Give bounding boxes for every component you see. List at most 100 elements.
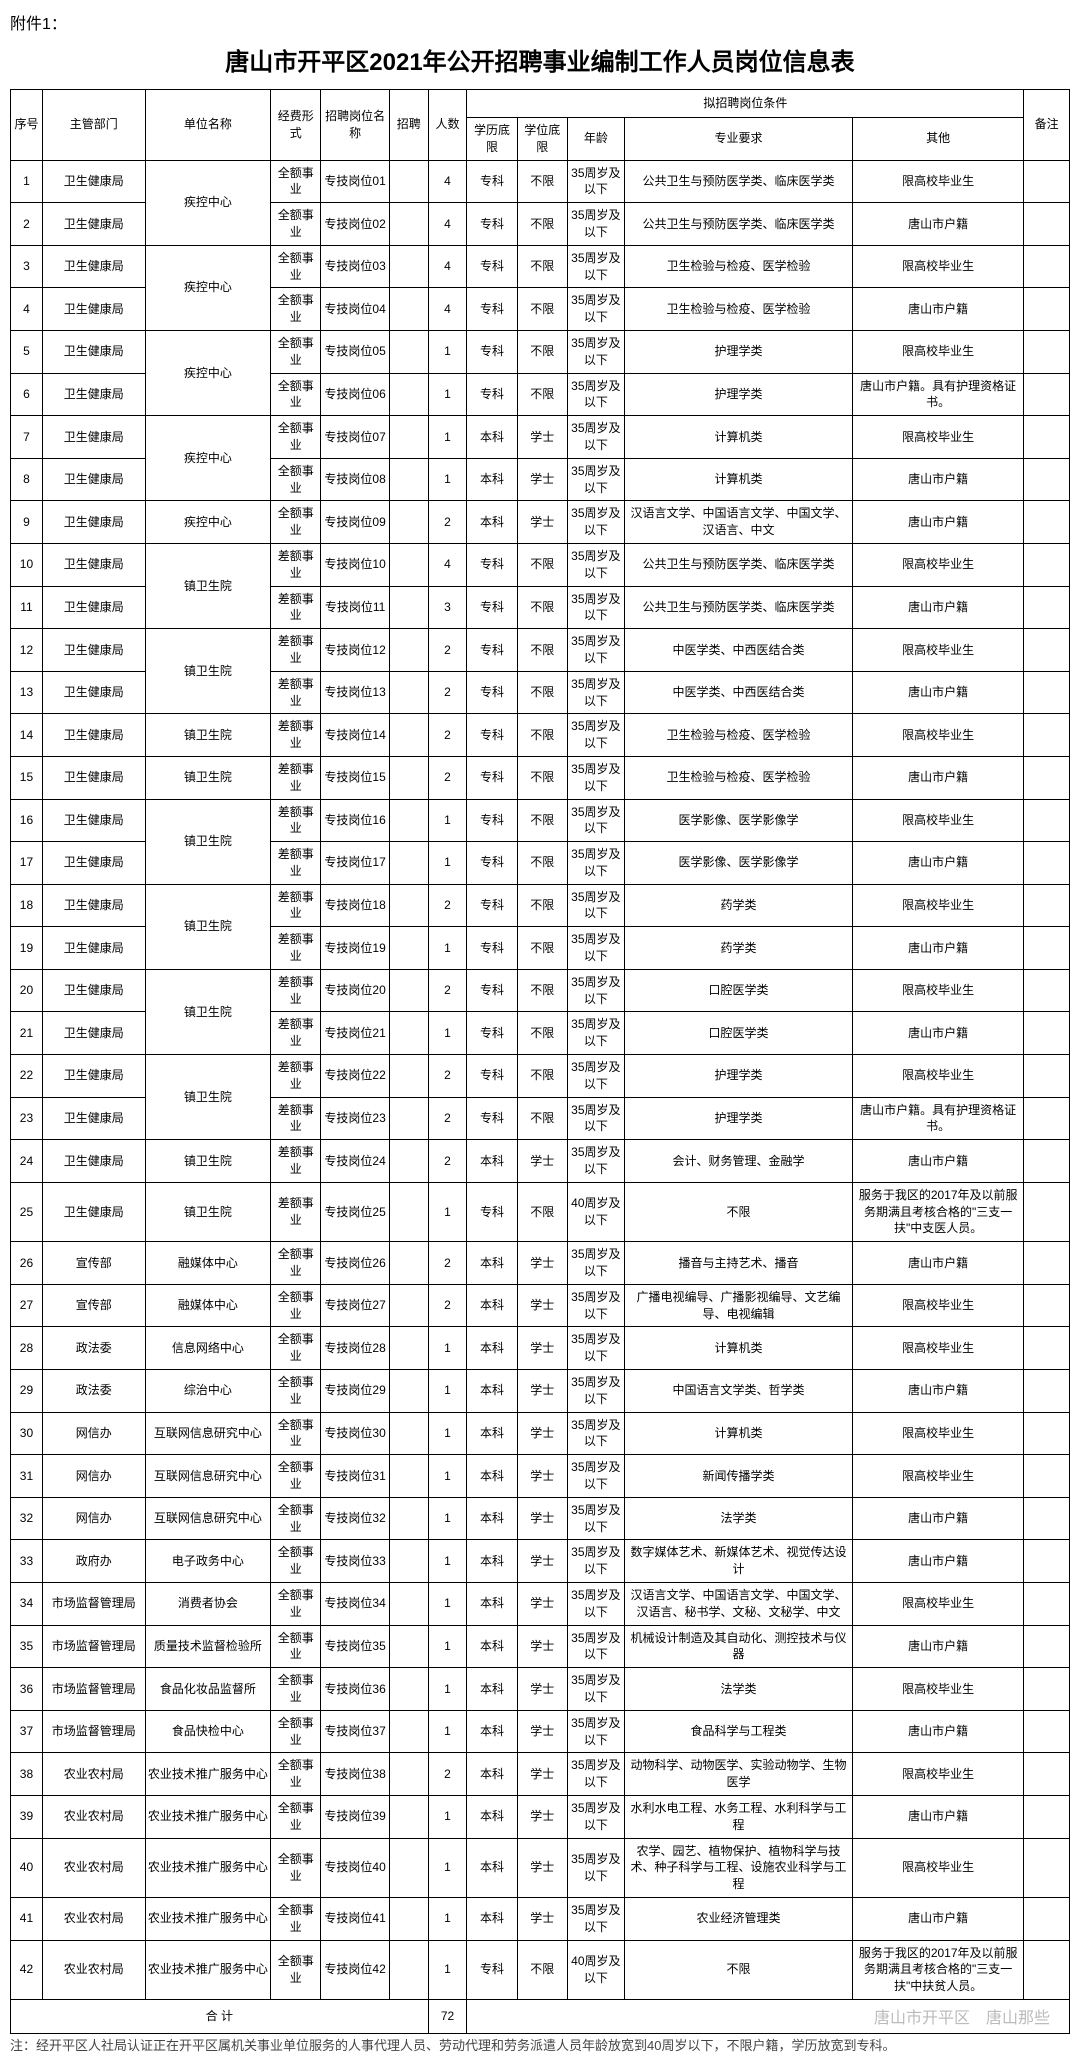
- cell-note: [1024, 245, 1070, 288]
- cell-other: 唐山市户籍: [853, 1625, 1024, 1668]
- cell-edu: 专科: [467, 927, 517, 970]
- cell-note: [1024, 799, 1070, 842]
- cell-note: [1024, 416, 1070, 459]
- cell-unit: 疾控中心: [145, 501, 271, 544]
- cell-seq: 13: [11, 671, 43, 714]
- cell-other: 唐山市户籍。具有护理资格证书。: [853, 1097, 1024, 1140]
- cell-seq: 17: [11, 842, 43, 885]
- cell-pos: 专技岗位35: [321, 1625, 389, 1668]
- cell-recruit: [389, 969, 428, 1012]
- cell-degree: 不限: [517, 671, 567, 714]
- cell-other: 唐山市户籍: [853, 756, 1024, 799]
- cell-major: 不限: [624, 1182, 852, 1241]
- cell-pos: 专技岗位31: [321, 1455, 389, 1498]
- cell-pos: 专技岗位08: [321, 458, 389, 501]
- main-title: 唐山市开平区2021年公开招聘事业编制工作人员岗位信息表: [10, 42, 1070, 77]
- cell-other: 限高校毕业生: [853, 1668, 1024, 1711]
- cell-dept: 政府办: [42, 1540, 145, 1583]
- cell-major: 农学、园艺、植物保护、植物科学与技术、种子科学与工程、设施农业科学与工程: [624, 1838, 852, 1897]
- cell-pos: 专技岗位01: [321, 160, 389, 203]
- cell-degree: 不限: [517, 756, 567, 799]
- cell-count: 1: [428, 1455, 467, 1498]
- cell-major: 口腔医学类: [624, 1012, 852, 1055]
- cell-recruit: [389, 1540, 428, 1583]
- cell-note: [1024, 1940, 1070, 1999]
- cell-pos: 专技岗位06: [321, 373, 389, 416]
- cell-seq: 24: [11, 1140, 43, 1183]
- cell-fund: 全额事业: [271, 160, 321, 203]
- table-row: 18卫生健康局镇卫生院差额事业专技岗位182专科不限35周岁及以下药学类限高校毕…: [11, 884, 1070, 927]
- cell-unit: 质量技术监督检验所: [145, 1625, 271, 1668]
- cell-other: 限高校毕业生: [853, 1055, 1024, 1098]
- cell-seq: 16: [11, 799, 43, 842]
- cell-major: 公共卫生与预防医学类、临床医学类: [624, 160, 852, 203]
- cell-other: 唐山市户籍: [853, 842, 1024, 885]
- cell-fund: 全额事业: [271, 1710, 321, 1753]
- cell-seq: 36: [11, 1668, 43, 1711]
- cell-age: 35周岁及以下: [567, 586, 624, 629]
- th-count: 人数: [428, 90, 467, 161]
- cell-major: 医学影像、医学影像学: [624, 799, 852, 842]
- cell-count: 2: [428, 1055, 467, 1098]
- cell-fund: 全额事业: [271, 1582, 321, 1625]
- cell-fund: 全额事业: [271, 1838, 321, 1897]
- cell-pos: 专技岗位13: [321, 671, 389, 714]
- cell-unit: 农业技术推广服务中心: [145, 1940, 271, 1999]
- cell-other: 唐山市户籍: [853, 927, 1024, 970]
- cell-recruit: [389, 1242, 428, 1285]
- cell-note: [1024, 1455, 1070, 1498]
- cell-edu: 本科: [467, 1327, 517, 1370]
- cell-note: [1024, 756, 1070, 799]
- cell-edu: 本科: [467, 1668, 517, 1711]
- th-age: 年龄: [567, 118, 624, 161]
- cell-age: 35周岁及以下: [567, 1668, 624, 1711]
- table-row: 1卫生健康局疾控中心全额事业专技岗位014专科不限35周岁及以下公共卫生与预防医…: [11, 160, 1070, 203]
- cell-degree: 学士: [517, 1242, 567, 1285]
- cell-age: 35周岁及以下: [567, 1242, 624, 1285]
- cell-major: 机械设计制造及其自动化、测控技术与仪器: [624, 1625, 852, 1668]
- cell-dept: 政法委: [42, 1327, 145, 1370]
- cell-unit: 食品快检中心: [145, 1710, 271, 1753]
- cell-seq: 30: [11, 1412, 43, 1455]
- cell-count: 1: [428, 1940, 467, 1999]
- cell-major: 药学类: [624, 927, 852, 970]
- cell-unit: 农业技术推广服务中心: [145, 1795, 271, 1838]
- cell-edu: 本科: [467, 1753, 517, 1796]
- cell-note: [1024, 330, 1070, 373]
- cell-fund: 全额事业: [271, 288, 321, 331]
- cell-count: 2: [428, 1242, 467, 1285]
- cell-degree: 不限: [517, 1940, 567, 1999]
- cell-major: 护理学类: [624, 373, 852, 416]
- cell-recruit: [389, 1455, 428, 1498]
- cell-pos: 专技岗位33: [321, 1540, 389, 1583]
- th-fund: 经费形式: [271, 90, 321, 161]
- cell-dept: 市场监督管理局: [42, 1710, 145, 1753]
- cell-pos: 专技岗位36: [321, 1668, 389, 1711]
- cell-major: 护理学类: [624, 1097, 852, 1140]
- cell-unit: 互联网信息研究中心: [145, 1497, 271, 1540]
- cell-edu: 本科: [467, 1582, 517, 1625]
- cell-pos: 专技岗位25: [321, 1182, 389, 1241]
- cell-degree: 学士: [517, 1284, 567, 1327]
- cell-count: 1: [428, 1497, 467, 1540]
- cell-recruit: [389, 458, 428, 501]
- cell-count: 2: [428, 756, 467, 799]
- cell-recruit: [389, 1140, 428, 1183]
- cell-note: [1024, 1710, 1070, 1753]
- cell-count: 1: [428, 416, 467, 459]
- cell-fund: 全额事业: [271, 1455, 321, 1498]
- cell-note: [1024, 629, 1070, 672]
- cell-fund: 全额事业: [271, 501, 321, 544]
- cell-count: 2: [428, 884, 467, 927]
- cell-unit: 镇卫生院: [145, 799, 271, 884]
- cell-pos: 专技岗位41: [321, 1897, 389, 1940]
- cell-seq: 23: [11, 1097, 43, 1140]
- cell-note: [1024, 1055, 1070, 1098]
- cell-dept: 卫生健康局: [42, 458, 145, 501]
- cell-dept: 卫生健康局: [42, 756, 145, 799]
- table-row: 27宣传部融媒体中心全额事业专技岗位272本科学士35周岁及以下广播电视编导、广…: [11, 1284, 1070, 1327]
- cell-note: [1024, 1140, 1070, 1183]
- cell-unit: 电子政务中心: [145, 1540, 271, 1583]
- cell-degree: 学士: [517, 416, 567, 459]
- cell-degree: 不限: [517, 927, 567, 970]
